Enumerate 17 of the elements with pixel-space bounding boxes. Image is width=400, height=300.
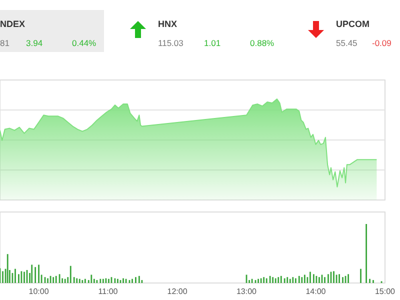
text: 0.88% [250, 38, 275, 48]
text: 0.44% [72, 38, 97, 48]
x-tick-label: 14:00 [306, 287, 326, 296]
x-tick-label: 15:00 [374, 287, 396, 296]
text: 115.03 [158, 38, 184, 48]
text: NDEX [0, 19, 26, 29]
text: HNX [158, 19, 178, 29]
text: 81 [0, 38, 10, 48]
text: 55.45 [336, 38, 358, 48]
text: UPCOM [336, 19, 370, 29]
text: 3.94 [26, 38, 43, 48]
x-tick-label: 10:00 [28, 287, 50, 296]
x-tick-label: 11:00 [98, 287, 118, 296]
x-tick-label: 13:00 [236, 287, 258, 296]
text: 1.01 [204, 38, 221, 48]
x-tick-label: 12:00 [167, 287, 188, 296]
text: -0.09 [372, 38, 392, 48]
